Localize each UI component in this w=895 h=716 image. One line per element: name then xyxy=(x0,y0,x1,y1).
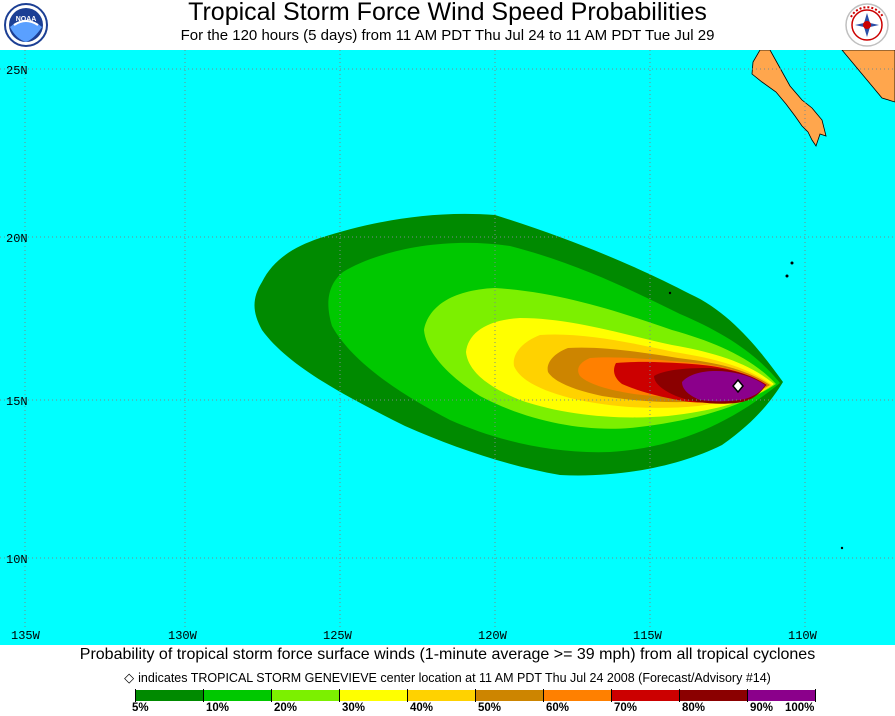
legend-color-swatch xyxy=(203,690,271,701)
legend-label: 50% xyxy=(478,702,502,714)
legend-color-swatch xyxy=(679,690,747,701)
legend-label: 100% xyxy=(785,702,815,714)
page-title: Tropical Storm Force Wind Speed Probabil… xyxy=(188,0,707,26)
island xyxy=(840,546,844,550)
legend-tick xyxy=(339,689,340,702)
legend-tick xyxy=(475,689,476,702)
legend-color-swatch xyxy=(747,690,815,701)
legend-label: 30% xyxy=(342,702,366,714)
nws-logo-icon xyxy=(845,3,889,47)
storm-center-marker-icon xyxy=(732,378,744,394)
storm-center-note: ◇ indicates TROPICAL STORM GENEVIEVE cent… xyxy=(0,670,895,686)
legend-label: 60% xyxy=(546,702,570,714)
legend-tick xyxy=(679,689,680,702)
legend-color-swatch xyxy=(611,690,679,701)
lon-label: 110W xyxy=(788,629,818,643)
lon-label: 130W xyxy=(168,629,198,643)
legend-label: 80% xyxy=(682,702,706,714)
lat-label: 25N xyxy=(6,64,28,78)
page-subtitle: For the 120 hours (5 days) from 11 AM PD… xyxy=(180,27,715,44)
legend-color-swatch xyxy=(135,690,203,701)
probability-map: 25N 20N 15N 10N 135W 130W 125W 120W 115W… xyxy=(0,50,895,645)
legend-label: 20% xyxy=(274,702,298,714)
legend-label: 40% xyxy=(410,702,434,714)
lat-label: 20N xyxy=(6,232,28,246)
legend-tick xyxy=(543,689,544,702)
legend-tick xyxy=(407,689,408,702)
footer: Probability of tropical storm force surf… xyxy=(0,645,895,716)
lon-label: 135W xyxy=(11,629,41,643)
grid xyxy=(0,50,895,630)
header: NOAA Tropical Storm Force Wind Speed Pro… xyxy=(0,0,895,50)
legend-tick xyxy=(815,689,816,702)
legend-color-swatch xyxy=(407,690,475,701)
legend-label: 10% xyxy=(206,702,230,714)
map-caption: Probability of tropical storm force surf… xyxy=(79,646,816,663)
contour-90-percent xyxy=(682,371,765,402)
baja-california-land xyxy=(751,50,827,147)
probability-contours xyxy=(254,213,783,476)
legend-color-swatch xyxy=(271,690,339,701)
legend-color-swatch xyxy=(339,690,407,701)
legend-tick xyxy=(271,689,272,702)
lon-label: 120W xyxy=(478,629,508,643)
lat-label: 15N xyxy=(6,395,28,409)
legend-label: 5% xyxy=(132,702,149,714)
mainland-mexico-land xyxy=(841,50,895,103)
land xyxy=(668,50,895,550)
legend-color-swatch xyxy=(475,690,543,701)
legend-tick xyxy=(135,689,136,702)
lon-label: 125W xyxy=(323,629,353,643)
legend-color-swatch xyxy=(543,690,611,701)
island xyxy=(785,274,789,278)
legend-label: 70% xyxy=(614,702,638,714)
legend-tick xyxy=(611,689,612,702)
storm-center-note-text: indicates TROPICAL STORM GENEVIEVE cente… xyxy=(138,671,771,685)
lon-label: 115W xyxy=(633,629,663,643)
noaa-logo-icon: NOAA xyxy=(4,3,48,47)
lat-label: 10N xyxy=(6,553,28,567)
diamond-icon: ◇ xyxy=(124,670,135,685)
svg-text:NOAA: NOAA xyxy=(16,16,37,23)
island xyxy=(668,291,672,295)
legend-tick xyxy=(203,689,204,702)
probability-legend: 5% 10% 20% 30% 40% 50% 60% 70% 80% 90% 100% xyxy=(0,689,895,716)
legend-tick xyxy=(747,689,748,702)
island xyxy=(790,261,794,265)
legend-label: 90% xyxy=(750,702,774,714)
